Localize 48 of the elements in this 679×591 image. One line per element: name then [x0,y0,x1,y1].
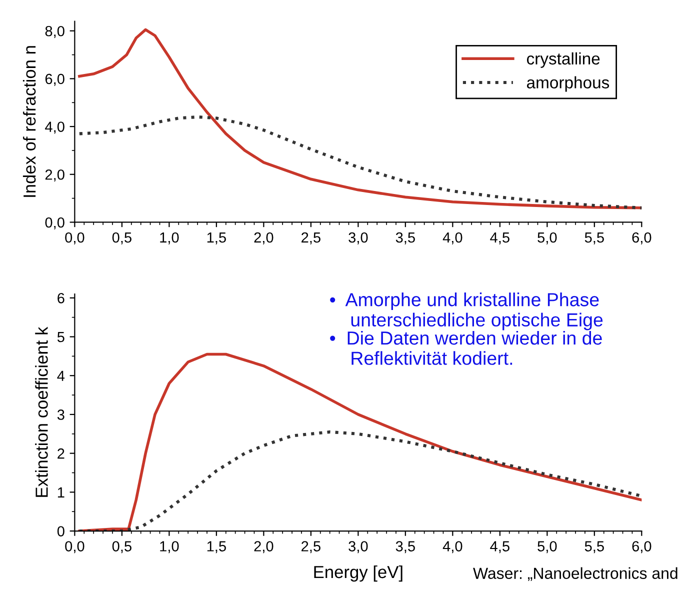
x-tick-label: 3,5 [396,232,415,244]
x-axis-title: Energy [eV] [314,565,402,582]
y-tick-label: 0 [57,526,64,536]
y-axis-title: Extinction coefficient k [35,326,48,497]
x-tick-label: 3,0 [348,232,368,244]
x-tick-label: 5,5 [584,541,604,554]
text: Waser: „Nanoelectronics and [473,567,678,581]
legend-label: amorphous [526,76,610,92]
x-tick-label: 2,5 [302,232,320,244]
annotation: • Amorphe und kristalline Phase unterschiedliche optische Eige [330,292,603,330]
y-tick-label: 6 [58,293,64,304]
y-tick-label: 5 [57,332,64,342]
x-tick-label: 2,5 [302,541,320,554]
x-tick-label: 6,0 [632,232,652,244]
x-tick-label: 2,0 [254,232,274,244]
x-tick-label: 1,0 [160,232,179,244]
x-tick-label: 2,0 [254,541,274,554]
x-tick-label: 6,0 [632,541,652,554]
y-tick-label: 6,0 [45,74,64,86]
line-series [78,430,642,532]
y-tick-label: 3 [57,410,64,420]
line-series [78,352,642,532]
y-tick-label: 2,0 [45,169,64,182]
x-tick-label: 5,5 [584,232,604,244]
x-tick-label: 3,5 [396,541,415,554]
y-tick-label: 1 [58,487,64,498]
line-series [78,115,642,210]
x-tick-label: 5,0 [538,541,557,554]
x-tick-label: 1,0 [160,541,179,554]
x-tick-label: 1,5 [207,232,226,244]
x-tick-label: 4,5 [490,232,510,244]
x-tick-label: 4,5 [490,541,510,554]
x-tick-label: 3,0 [348,541,368,554]
y-axis-title: Index of refraction n [22,46,36,197]
y-tick-label: 4,0 [45,122,64,134]
x-tick-label: 0,5 [112,541,132,554]
y-tick-label: 2 [58,448,64,459]
y-tick-label: 8,0 [45,26,64,38]
x-tick-label: 4,0 [442,232,462,244]
x-tick-label: 5,0 [538,232,557,244]
legend-label: crystalline [526,52,600,68]
line-series [78,28,642,210]
x-tick-label: 4,0 [442,541,462,554]
x-tick-label: 1,5 [207,541,226,554]
x-tick-label: 0,5 [112,232,132,244]
y-tick-label: 0,0 [45,217,64,230]
y-tick-label: 4 [57,370,65,381]
annotation: • Die Daten werden wieder in de Reflektivität kodiert. [330,330,602,365]
